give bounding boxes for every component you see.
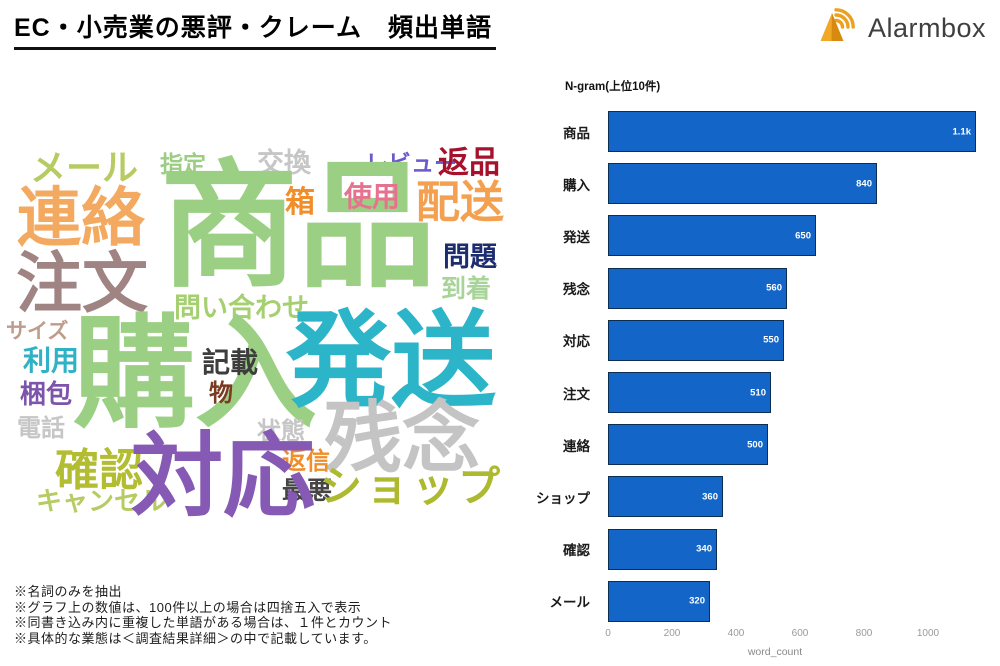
word-cloud-word: 電話 bbox=[17, 415, 65, 442]
bar: 560 bbox=[608, 267, 787, 309]
footnote-line: ※具体的な業態は＜調査結果詳細＞の中で記載しています。 bbox=[14, 630, 377, 646]
word-cloud-word: ショップ bbox=[320, 463, 505, 510]
bar-category-label: 商品 bbox=[563, 125, 590, 141]
x-axis-tick: 800 bbox=[855, 628, 873, 639]
word-cloud-word: 商品 bbox=[160, 150, 437, 304]
chart-row: 商品 1.1k bbox=[540, 111, 1000, 152]
chart-row: 残念 560 bbox=[540, 267, 1000, 309]
x-axis-tick: 400 bbox=[727, 628, 745, 639]
bar-value-label: 340 bbox=[696, 543, 712, 555]
word-cloud-word: 記載 bbox=[202, 347, 259, 378]
bar-value-label: 360 bbox=[702, 491, 718, 503]
bar: 840 bbox=[608, 163, 877, 205]
word-cloud-word: 返信 bbox=[282, 448, 330, 475]
bar-category-label: 確認 bbox=[563, 543, 590, 559]
bar-value-label: 560 bbox=[766, 282, 782, 294]
bar-category-label: ショップ bbox=[536, 490, 590, 506]
word-cloud-word: 問題 bbox=[443, 242, 497, 272]
chart-row: ショップ 360 bbox=[536, 476, 1000, 518]
chart-row: 購入 840 bbox=[540, 163, 1000, 205]
word-cloud-word: 最悪 bbox=[282, 477, 333, 505]
alarmbox-signal-icon bbox=[818, 8, 860, 49]
word-cloud-word: レビュー bbox=[365, 150, 457, 176]
bar-value-label: 650 bbox=[795, 230, 811, 242]
bar-value-label: 550 bbox=[763, 334, 779, 346]
word-cloud-word: 使用 bbox=[344, 181, 401, 212]
brand-logo: Alarmbox bbox=[818, 8, 986, 49]
x-axis-tick: 0 bbox=[605, 628, 611, 639]
word-cloud-word: 梱包 bbox=[20, 379, 73, 409]
chart-row: 注文 510 bbox=[540, 372, 1000, 413]
word-cloud-word: キャンセル bbox=[36, 486, 167, 516]
word-cloud-word: 利用 bbox=[23, 345, 80, 376]
footnote-line: ※グラフ上の数値は、100件以上の場合は四捨五入で表示 bbox=[14, 599, 362, 615]
word-cloud-word: 残念 bbox=[324, 394, 481, 482]
footnote-line: ※同書き込み内に重複した単語がある場合は、１件とカウント bbox=[14, 615, 393, 630]
bar: 320 bbox=[608, 580, 710, 622]
brand-name: Alarmbox bbox=[867, 13, 986, 43]
bar: 510 bbox=[608, 372, 771, 413]
bar-category-label: 残念 bbox=[563, 282, 590, 298]
bar: 1.1k bbox=[608, 111, 976, 152]
bar-value-label: 500 bbox=[747, 439, 763, 451]
bar: 550 bbox=[608, 319, 784, 361]
bar-category-label: メール bbox=[549, 595, 591, 611]
word-cloud-word: サイズ bbox=[6, 320, 69, 343]
bar: 500 bbox=[608, 424, 768, 466]
page-title: EC・小売業の悪評・クレーム 頻出単語 bbox=[14, 8, 496, 50]
word-cloud-word: 配送 bbox=[416, 178, 504, 227]
word-cloud-word: 注文 bbox=[16, 246, 148, 320]
word-cloud-word: メール bbox=[30, 147, 139, 188]
footnotes: ※名詞のみを抽出 ※グラフ上の数値は、100件以上の場合は四捨五入で表示 ※同書き込… bbox=[14, 584, 392, 646]
word-cloud-word: 返品 bbox=[438, 145, 500, 180]
footnote-line: ※名詞のみを抽出 bbox=[14, 584, 123, 599]
word-cloud-word: 問い合わせ bbox=[174, 293, 309, 323]
chart-row: 発送 650 bbox=[540, 215, 1000, 257]
word-cloud-word: 指定 bbox=[160, 151, 206, 177]
x-axis-tick: 600 bbox=[791, 628, 809, 639]
word-cloud-word: 購入 bbox=[73, 306, 317, 442]
bar: 340 bbox=[608, 528, 717, 570]
word-cloud-word: 物 bbox=[209, 380, 233, 407]
bar-value-label: 510 bbox=[750, 387, 766, 398]
word-cloud-word: 箱 bbox=[285, 186, 315, 219]
word-cloud-word: 連絡 bbox=[17, 182, 145, 254]
chart-title: N-gram(上位10件) bbox=[565, 81, 661, 93]
x-axis-label: word_count bbox=[747, 646, 803, 658]
bar-value-label: 840 bbox=[856, 178, 872, 190]
chart-row: 対応 550 bbox=[540, 319, 1000, 361]
bar-category-label: 連絡 bbox=[563, 438, 590, 454]
word-cloud-word: 確認 bbox=[55, 446, 143, 495]
word-cloud: メール 指定 交換 レビュー 返品連絡 商品箱使用 配送注文 問題到着問い合わせサイズ 利用 梱包… bbox=[0, 130, 540, 550]
word-cloud-word: 対応 bbox=[131, 426, 316, 528]
bar-value-label: 320 bbox=[689, 595, 705, 607]
chart-row: 確認 340 bbox=[540, 528, 1000, 570]
x-axis-tick: 200 bbox=[663, 628, 681, 639]
chart-row: メール 320 bbox=[540, 580, 1000, 622]
bar-chart: N-gram(上位10件) 商品 1.1k 購入 840 発送 650 残念 560 対応 550… bbox=[536, 70, 1000, 666]
bar: 360 bbox=[608, 476, 723, 518]
word-cloud-word: 交換 bbox=[257, 148, 311, 178]
x-axis-tick: 1000 bbox=[916, 628, 940, 639]
bar-category-label: 発送 bbox=[563, 229, 590, 245]
word-cloud-word: 到着 bbox=[441, 275, 492, 303]
bar-category-label: 注文 bbox=[563, 386, 590, 402]
bar: 650 bbox=[608, 215, 816, 257]
word-cloud-word: 状態 bbox=[257, 418, 305, 445]
bar-value-label: 1.1k bbox=[952, 126, 972, 137]
chart-row: 連絡 500 bbox=[540, 424, 1000, 466]
word-cloud-word: 発送 bbox=[286, 303, 497, 420]
bar-category-label: 購入 bbox=[563, 177, 590, 193]
bar-category-label: 対応 bbox=[563, 334, 590, 350]
